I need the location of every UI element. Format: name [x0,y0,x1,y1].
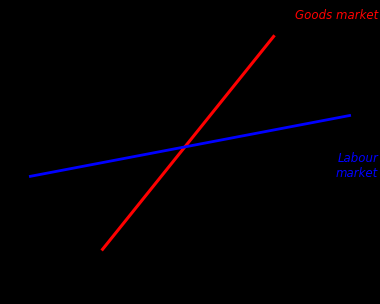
Text: Goods market: Goods market [295,9,378,22]
Text: Labour
market: Labour market [336,152,378,180]
